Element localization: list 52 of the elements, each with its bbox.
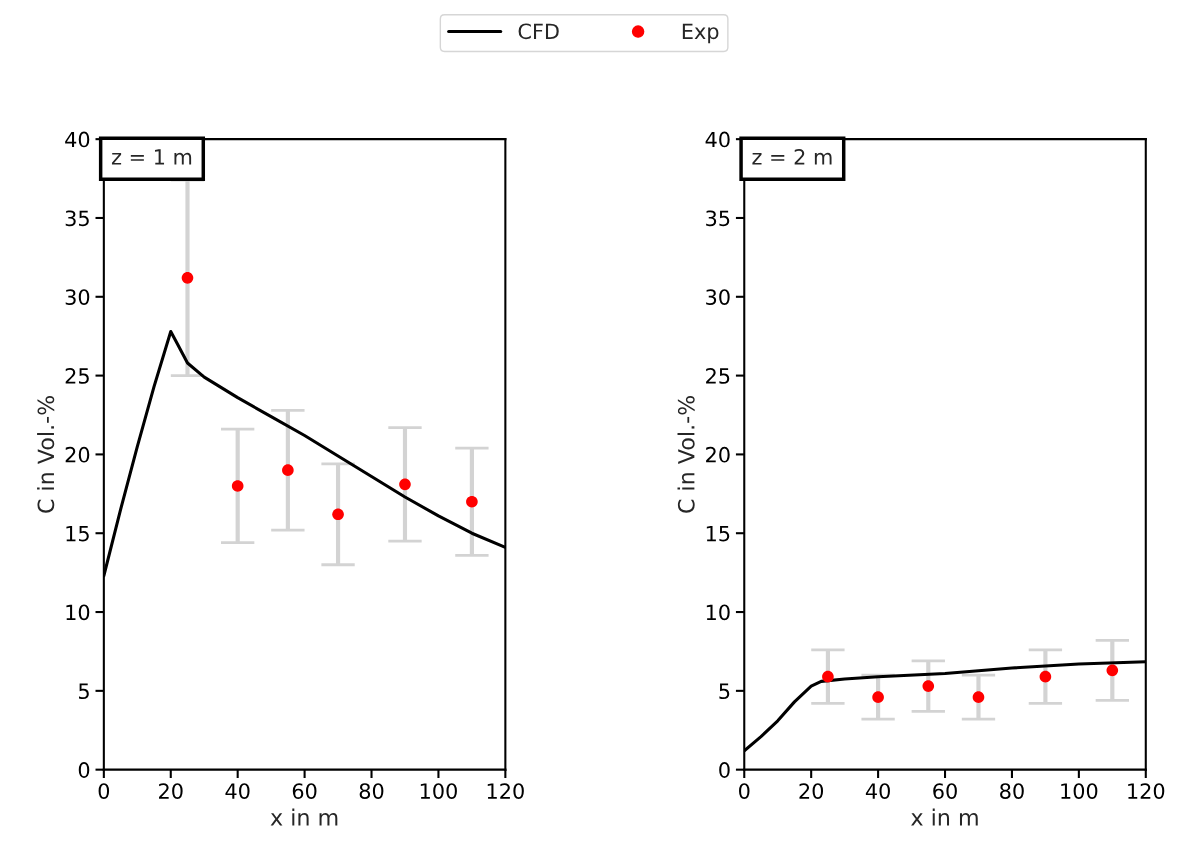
point: [466, 495, 478, 508]
y-tick-label: 40: [65, 131, 90, 148]
x-tick-label: 100: [1061, 783, 1098, 799]
x-axis-title: x in m: [270, 808, 338, 826]
x-tick-label: 40: [865, 783, 890, 799]
point: [1106, 664, 1119, 677]
x-tick-label: 60: [292, 783, 317, 799]
annotation: z = 2 m: [752, 148, 832, 165]
point: [282, 464, 294, 476]
x-tick-label: 20: [799, 783, 824, 799]
x-axis-title: x in m: [911, 808, 978, 826]
x-tick-label: 120: [1128, 783, 1165, 799]
x-tick-label: 0: [739, 783, 750, 799]
point: [922, 680, 935, 692]
point: [231, 480, 244, 492]
x-tick-label: 120: [487, 783, 524, 799]
x-tick-label: 100: [420, 783, 457, 799]
y-tick-label: 20: [65, 446, 90, 463]
y-axis-title: C in Vol.-%: [37, 395, 55, 513]
x-tick-label: 60: [933, 783, 957, 799]
y-tick-label: 15: [706, 525, 730, 542]
x-tick-label: 80: [359, 783, 384, 799]
y-tick-label: 25: [706, 368, 730, 384]
x-tick-label: 80: [1000, 783, 1024, 799]
y-tick-label: 15: [66, 525, 89, 542]
y-tick-label: 0: [78, 762, 90, 778]
y-tick-label: 20: [706, 446, 730, 463]
annotation: z = 1 m: [111, 149, 192, 165]
point: [1039, 670, 1052, 683]
x-tick-label: 20: [159, 783, 183, 799]
point: [872, 691, 884, 703]
legend-label: CFD: [518, 23, 559, 40]
y-tick-label: 35: [65, 210, 89, 227]
y-tick-label: 25: [65, 368, 89, 384]
y-tick-label: 10: [706, 604, 730, 621]
y-tick-label: 5: [79, 683, 89, 700]
point: [332, 508, 344, 521]
y-tick-label: 40: [705, 131, 730, 148]
point: [399, 478, 411, 491]
point: [972, 691, 985, 703]
y-tick-label: 35: [706, 210, 730, 227]
legend-label: Exp: [682, 23, 719, 44]
point: [822, 670, 834, 683]
y-tick-label: 10: [66, 604, 90, 621]
x-tick-label: 40: [225, 783, 250, 799]
y-tick-label: 30: [706, 289, 730, 305]
point: [181, 272, 194, 284]
y-tick-label: 0: [719, 762, 730, 778]
y-tick-label: 30: [65, 289, 90, 305]
y-axis-title: C in Vol.-%: [677, 395, 695, 513]
x-tick-label: 0: [98, 783, 110, 799]
y-tick-label: 5: [719, 683, 730, 700]
